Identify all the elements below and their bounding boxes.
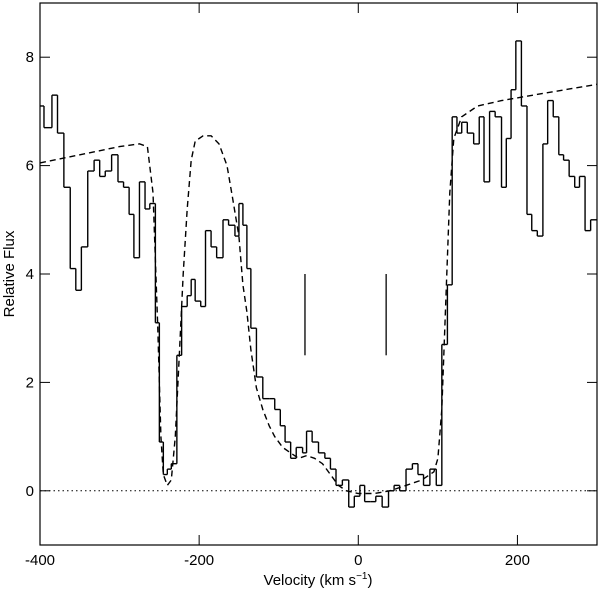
x-axis-label-sup: −1 [356,571,368,582]
y-tick-label: 8 [26,49,34,66]
x-axis-label-text: Velocity (km s [264,572,357,589]
x-tick-label: 200 [505,552,530,569]
model-line [39,83,598,495]
y-tick-label: 4 [26,266,34,283]
x-tick-label: -200 [184,552,214,569]
y-tick-label: 6 [26,158,34,175]
plot-frame [39,2,598,546]
x-tick-label: 0 [354,552,362,569]
x-tick-label: -400 [25,552,55,569]
x-axis-label-end: ) [367,572,372,589]
y-tick-label: 0 [26,483,34,500]
x-axis-label: Velocity (km s−1) [264,571,373,589]
y-tick-label: 2 [26,374,34,391]
y-axis-label: Relative Flux [1,230,18,317]
